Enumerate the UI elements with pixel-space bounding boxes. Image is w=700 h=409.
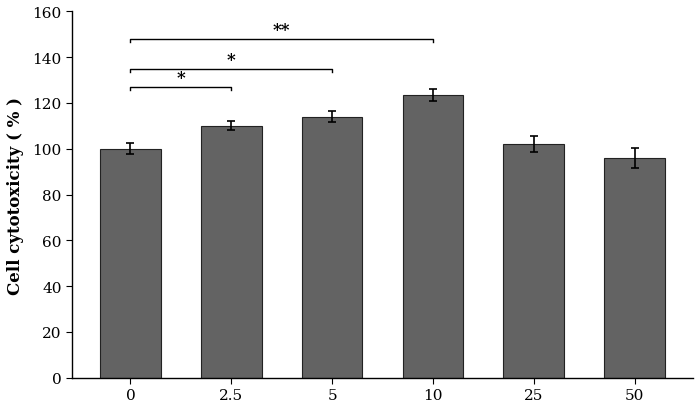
Text: *: * [176,70,186,87]
Bar [402,96,463,378]
Bar [604,159,665,378]
Text: **: ** [273,22,290,39]
Bar [503,145,564,378]
Bar [201,126,262,378]
Y-axis label: Cell cytotoxicity ( % ): Cell cytotoxicity ( % ) [7,96,24,294]
Text: *: * [227,52,236,68]
Bar [302,117,363,378]
Bar [100,149,161,378]
